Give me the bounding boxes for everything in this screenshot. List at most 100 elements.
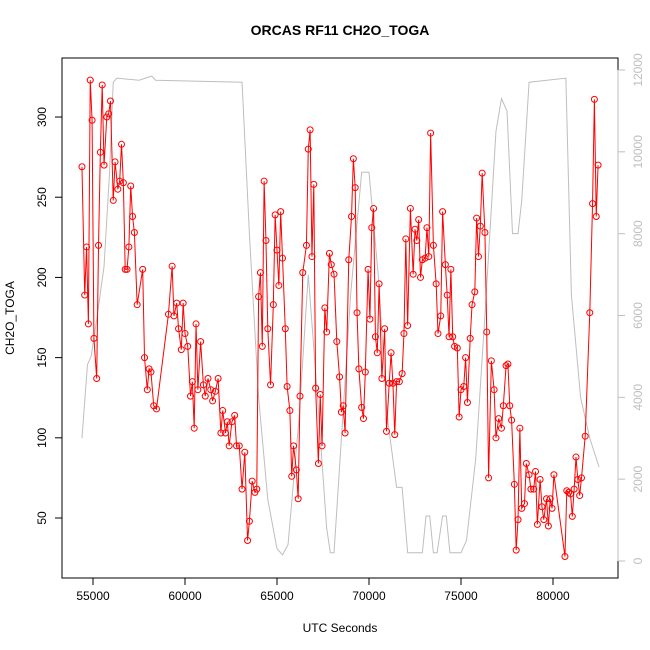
data-point [314,459,322,467]
data-point [116,177,124,185]
data-point [219,407,227,415]
data-point [432,280,440,288]
data-point [504,360,512,368]
data-point [299,269,307,277]
data-point [375,280,383,288]
x-tick-label: 70000 [352,589,386,603]
data-point [516,424,524,432]
data-point [258,342,266,350]
data-point [308,253,316,261]
data-point [127,182,135,190]
data-point [121,265,129,273]
data-point [382,427,390,435]
data-point [478,169,486,177]
data-point [443,291,451,299]
data-point [527,485,535,493]
data-point [417,273,425,281]
data-point [351,184,359,192]
data-point [111,158,119,166]
data-point [290,442,298,450]
data-point [204,374,212,382]
data-point [339,402,347,410]
data-point [404,322,412,330]
data-point [95,241,103,249]
data-point [413,237,421,245]
data-point [333,338,341,346]
data-point [133,301,141,309]
data-point [217,429,225,437]
data-point [572,453,580,461]
data-point [425,253,433,261]
data-point [273,246,281,254]
data-point [492,434,500,442]
data-point [495,415,503,423]
data-point [302,241,310,249]
data-point [139,265,147,273]
data-point [568,512,576,520]
data-point [371,333,379,341]
data-point [570,485,578,493]
data-point [345,256,353,264]
y-tick-label: 250 [35,187,49,207]
data-point [184,342,192,350]
data-point [248,477,256,485]
data-point [106,97,114,105]
data-point [256,269,264,277]
data-point [561,553,569,561]
data-point [522,459,530,467]
data-point [361,368,369,376]
data-point [238,485,246,493]
x-axis-title: UTC Seconds [303,621,378,635]
data-point [143,386,151,394]
data-point [225,442,233,450]
chart-title: ORCAS RF11 CH2O_TOGA [251,22,430,38]
data-point [262,237,270,245]
data-point [502,362,510,370]
data-point [168,262,176,270]
data-point [590,95,598,103]
data-point [84,320,92,328]
data-point [296,392,304,400]
data-point [565,488,573,496]
data-point [81,291,89,299]
x-tick-label: 80000 [536,589,570,603]
data-point [574,476,582,484]
data-point [283,382,291,390]
data-point [348,212,356,220]
data-point [471,288,479,296]
data-point [233,442,241,450]
data-point [318,442,326,450]
data-point [86,76,94,84]
data-point [385,379,393,387]
data-point [514,516,522,524]
data-point [96,148,104,156]
data-point [434,330,442,338]
data-point [455,413,463,421]
data-point [370,204,378,212]
data-point [445,333,453,341]
data-point [207,386,215,394]
data-point [421,254,429,262]
data-point [378,374,386,382]
data-point [109,196,117,204]
data-point [147,368,155,376]
data-point [536,476,544,484]
data-point [194,386,202,394]
data-point [83,243,91,251]
data-point [449,333,457,341]
data-point [538,503,546,511]
data-point [228,418,236,426]
data-point [462,354,470,362]
y-tick-label: 200 [35,267,49,287]
data-point [141,354,149,362]
data-point [474,253,482,261]
data-point [508,416,516,424]
y2-tick-label: 10000 [631,135,645,169]
data-point [304,145,312,153]
data-point [119,179,127,187]
data-point [453,344,461,352]
data-point [387,349,395,357]
data-point [269,301,277,309]
data-point [255,293,263,301]
